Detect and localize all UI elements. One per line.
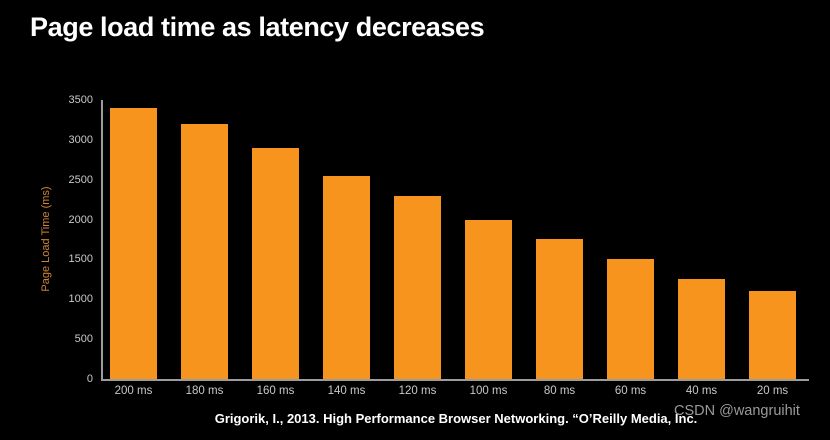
y-tick-label: 2500	[68, 173, 93, 186]
y-tick-label: 1500	[68, 253, 93, 266]
bar-180-ms	[181, 124, 228, 379]
y-tick-label: 1000	[68, 293, 93, 306]
x-tick-label: 60 ms	[614, 385, 647, 397]
x-tick-label: 80 ms	[543, 385, 576, 397]
x-tick-label: 200 ms	[114, 385, 153, 397]
bar-120-ms	[394, 196, 441, 379]
x-tick-label: 160 ms	[256, 385, 295, 397]
chart-title: Page load time as latency decreases	[30, 12, 485, 42]
bar-200-ms	[110, 108, 157, 379]
bar-160-ms	[252, 148, 299, 379]
bar-20-ms	[749, 291, 796, 379]
x-tick-label: 20 ms	[756, 385, 789, 397]
plot-area	[101, 100, 809, 381]
bar-140-ms	[323, 176, 370, 379]
x-tick-label: 100 ms	[469, 385, 508, 397]
bar-100-ms	[465, 220, 512, 379]
bar-40-ms	[678, 279, 725, 379]
y-axis-tick-labels: 0 500 1000 1500 2000 2500 3000 3500	[0, 94, 93, 385]
y-tick-label: 3500	[68, 94, 93, 106]
x-tick-label: 140 ms	[327, 385, 366, 397]
x-tick-label: 40 ms	[685, 385, 718, 397]
y-tick-label: 500	[74, 333, 93, 346]
y-tick-label: 2000	[68, 213, 93, 226]
x-tick-label: 120 ms	[398, 385, 437, 397]
bar-60-ms	[607, 259, 654, 379]
citation-caption: Grigorik, I., 2013. High Performance Bro…	[214, 411, 698, 426]
x-tick-label: 180 ms	[185, 385, 224, 397]
watermark: CSDN @wangruihit	[674, 403, 800, 419]
x-axis-tick-labels: 200 ms 180 ms 160 ms 140 ms 120 ms 100 ms 80 m…	[103, 385, 809, 401]
bar-80-ms	[536, 239, 583, 379]
y-tick-label: 3000	[68, 133, 93, 146]
y-tick-label: 0	[86, 373, 93, 385]
